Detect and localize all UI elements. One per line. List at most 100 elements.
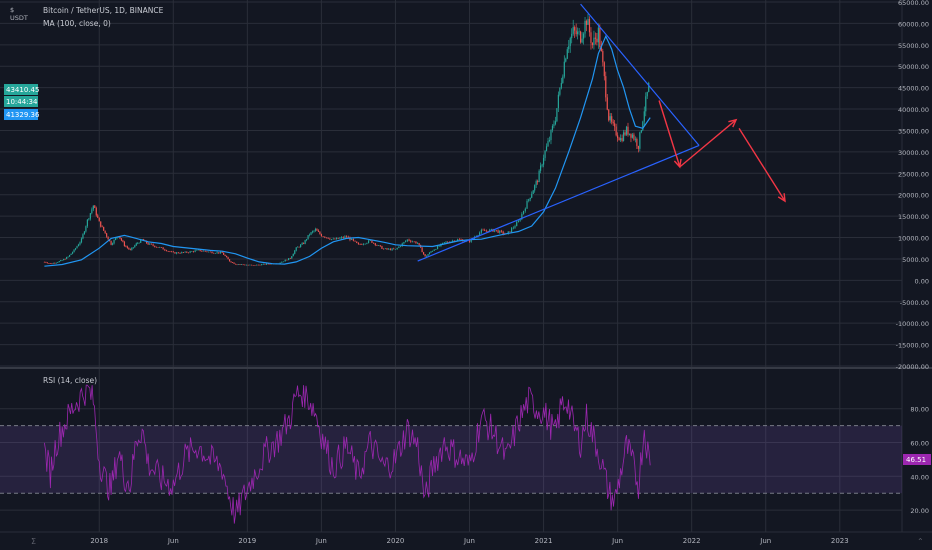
rsi-legend[interactable]: RSI (14, close)	[43, 376, 98, 385]
candle-body	[125, 246, 127, 247]
projection-arrow[interactable]	[738, 127, 786, 202]
symbol-legend[interactable]: Bitcoin / TetherUS, 1D, BINANCE	[43, 6, 164, 15]
candle-body	[443, 242, 445, 243]
trendline[interactable]	[580, 3, 700, 146]
candle-body	[550, 130, 552, 141]
candle-body	[630, 133, 632, 138]
candle-body	[194, 250, 196, 252]
candle-body	[393, 248, 395, 250]
candle-body	[427, 254, 429, 256]
candle-body	[563, 61, 565, 77]
candle-body	[588, 18, 591, 33]
candle-body	[435, 249, 437, 250]
candle-body	[514, 226, 516, 228]
candle-body	[364, 243, 366, 245]
candle-body	[447, 241, 449, 243]
candle-body	[83, 231, 86, 235]
candle-body	[334, 238, 336, 240]
candle-body	[202, 250, 205, 252]
candle-body	[324, 236, 326, 238]
sigma-icon[interactable]: Σ	[31, 537, 37, 546]
candle-body	[389, 248, 391, 251]
candle-body	[138, 242, 140, 244]
candle-body	[351, 238, 353, 241]
candle-body	[325, 237, 328, 239]
candle-body	[497, 230, 499, 233]
candle-body	[288, 258, 290, 261]
candle-body	[431, 250, 434, 252]
candle-body	[201, 251, 203, 252]
candle-body	[311, 231, 314, 233]
candle-body	[507, 231, 509, 234]
candle-body	[602, 51, 604, 63]
candle-body	[430, 251, 432, 253]
candle-body	[587, 18, 589, 25]
candle-body	[424, 254, 426, 257]
ma-legend[interactable]: MA (100, close, 0)	[43, 19, 111, 28]
candle-body	[43, 261, 46, 263]
rsi-14-line	[44, 384, 651, 524]
candle-body	[625, 126, 628, 135]
candle-body	[106, 233, 108, 237]
candle-body	[316, 229, 318, 231]
candle-body	[308, 234, 311, 236]
projection-arrow[interactable]	[658, 100, 681, 168]
trendline[interactable]	[417, 144, 700, 262]
candle-body	[134, 245, 136, 248]
candle-body	[254, 265, 256, 266]
candle-body	[480, 229, 482, 233]
candle-body	[531, 193, 533, 198]
candle-body	[572, 27, 574, 34]
candle-body	[213, 253, 215, 254]
currency-prefix: $	[10, 6, 15, 14]
x-tick-label: Jun	[167, 537, 179, 545]
candle-body	[646, 91, 648, 97]
candle-body	[516, 222, 518, 227]
candle-body	[340, 237, 343, 238]
candle-body	[606, 97, 608, 110]
candle-body	[57, 262, 59, 263]
candle-body	[303, 243, 305, 244]
candle-body	[172, 251, 174, 253]
x-tick-label: 2023	[831, 537, 849, 545]
candle-body	[541, 164, 543, 166]
candle-body	[388, 248, 390, 250]
rsi-tick-label: 80.00	[910, 406, 929, 414]
candle-body	[624, 132, 626, 135]
candle-body	[645, 96, 647, 112]
candle-body	[135, 243, 137, 246]
candle-body	[535, 181, 537, 186]
candle-body	[345, 236, 348, 237]
ma-100-line	[44, 34, 651, 267]
candle-body	[482, 229, 484, 231]
ma-price-label: 41329.36	[6, 111, 40, 119]
candle-body	[579, 31, 582, 43]
candle-body	[556, 108, 558, 122]
drawing-layer[interactable]	[417, 3, 786, 262]
y-tick-label: 30000.00	[898, 149, 929, 157]
candle-body	[542, 157, 545, 165]
arrow-head[interactable]	[777, 193, 786, 203]
candle-body	[373, 242, 375, 244]
candle-body	[73, 249, 75, 253]
projection-arrow[interactable]	[679, 119, 737, 168]
candle-body	[612, 121, 614, 124]
candle-body	[150, 243, 153, 245]
candle-body	[485, 230, 487, 232]
arrow-head[interactable]	[673, 158, 682, 169]
candle-body	[643, 111, 645, 122]
collapse-icon[interactable]: ⌃	[917, 537, 924, 546]
candle-body	[289, 258, 291, 259]
candle-body	[327, 237, 329, 239]
arrow-head[interactable]	[728, 118, 738, 128]
x-tick-label: 2019	[238, 537, 256, 545]
candle-body	[406, 239, 408, 242]
candle-body	[319, 231, 321, 235]
x-tick-label: Jun	[463, 537, 475, 545]
y-tick-label: -5000.00	[900, 299, 929, 307]
candle-body	[540, 165, 542, 171]
candle-body	[615, 126, 617, 136]
candle-body	[640, 130, 642, 133]
